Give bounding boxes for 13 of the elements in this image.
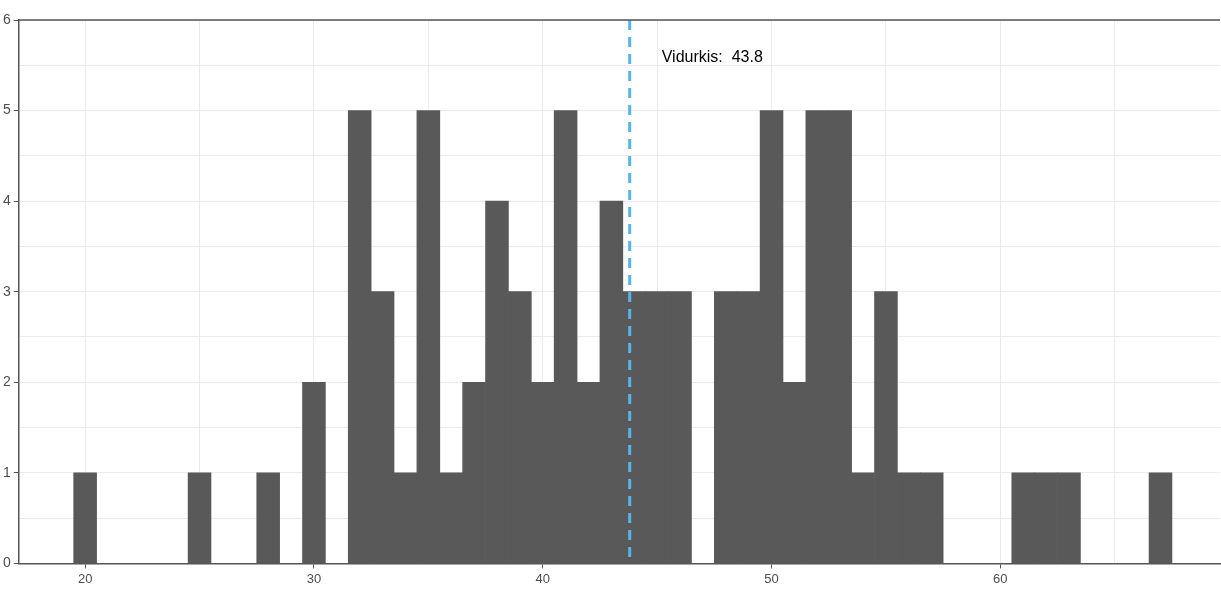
ref-line-label: Vidurkis: 43.8 [661, 48, 763, 66]
x-tick-label: 30 [306, 570, 322, 586]
y-tick-label: 5 [2, 101, 11, 118]
x-tick-label: 50 [764, 570, 779, 586]
y-tick-label: 0 [2, 554, 11, 571]
y-tick-label: 2 [2, 373, 11, 390]
y-tick-label: 4 [2, 191, 11, 208]
y-tick-label: 1 [2, 463, 11, 480]
y-tick-label: 3 [2, 282, 11, 299]
x-tick-label: 20 [77, 570, 93, 586]
x-tick-label: 40 [535, 570, 550, 586]
x-tick-label: 60 [993, 570, 1008, 586]
y-tick-label: 6 [2, 10, 11, 27]
